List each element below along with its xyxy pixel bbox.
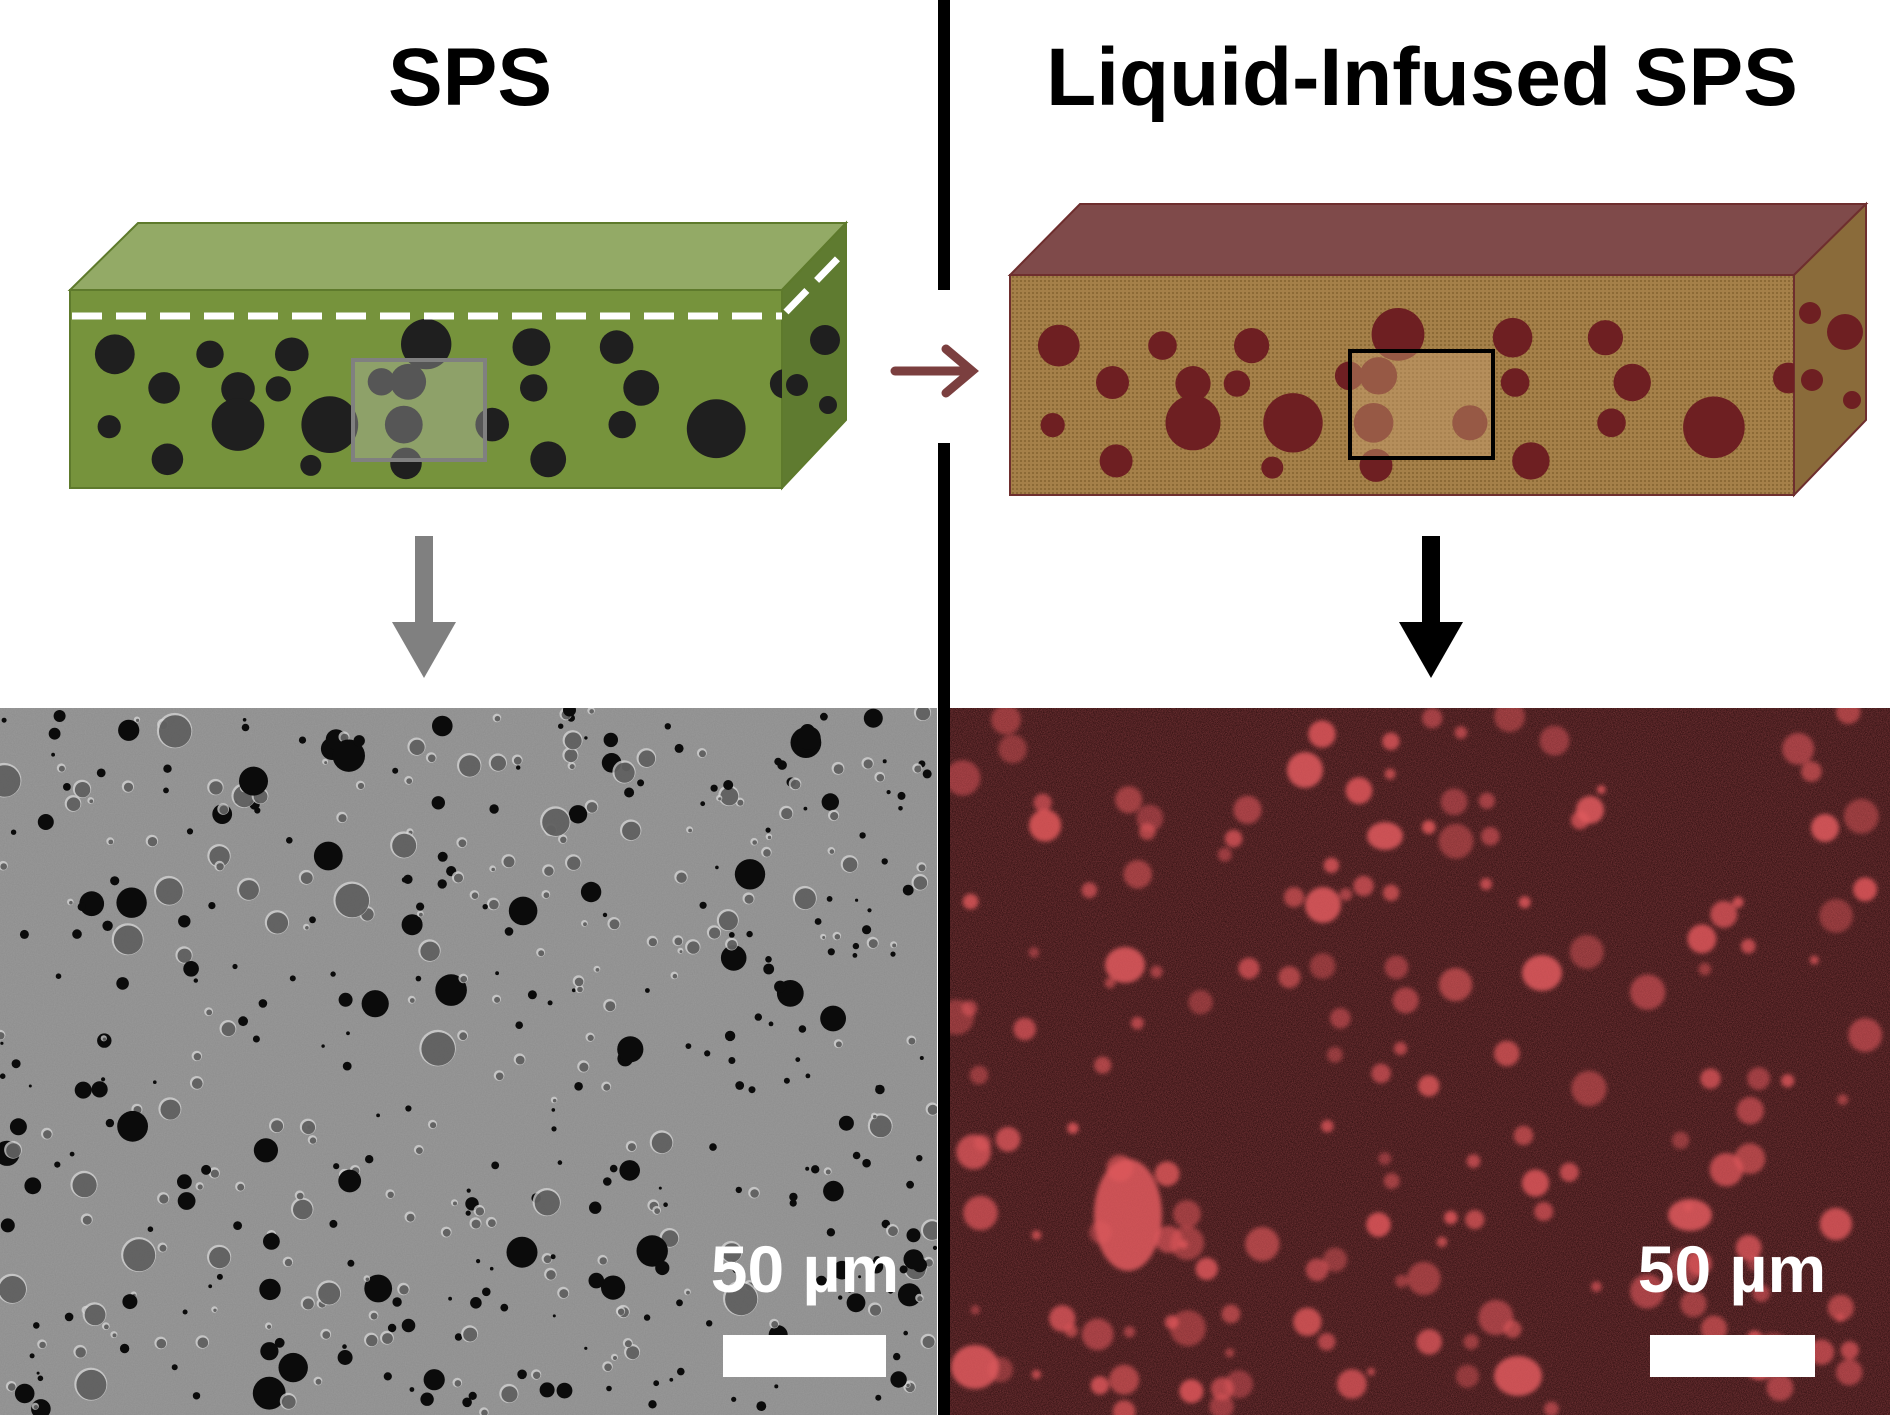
sps-block-pores [94, 318, 782, 480]
sps-block [67, 220, 849, 491]
liquid-block-pores [1037, 308, 1794, 482]
liquid-down-arrow [1399, 536, 1463, 678]
transition-arrow [890, 344, 979, 398]
sps-down-arrow [392, 536, 456, 678]
liquid-block-top [1007, 203, 1869, 276]
liquid-block-side-pores [1799, 302, 1863, 409]
divider-bottom [938, 443, 950, 1415]
sem-micrograph [0, 708, 937, 1415]
sem-scale-bar-label: 50 µm [711, 1232, 899, 1306]
liquid-zoom-box [1348, 349, 1495, 460]
sps-block-side-pores [786, 325, 840, 414]
fluor-scale-bar [1650, 1335, 1815, 1377]
fluorescence-micrograph [950, 708, 1890, 1415]
liquid-infused-block [1007, 201, 1869, 498]
sps-zoom-box [351, 358, 487, 462]
right-panel-title: Liquid-Infused SPS [1046, 32, 1798, 123]
left-panel-title: SPS [388, 32, 552, 123]
sps-block-top [67, 222, 849, 291]
divider-top [938, 0, 950, 290]
fluor-scale-bar-label: 50 µm [1638, 1232, 1826, 1306]
sps-dashed-line-side [783, 247, 849, 315]
sem-scale-bar [723, 1335, 886, 1377]
